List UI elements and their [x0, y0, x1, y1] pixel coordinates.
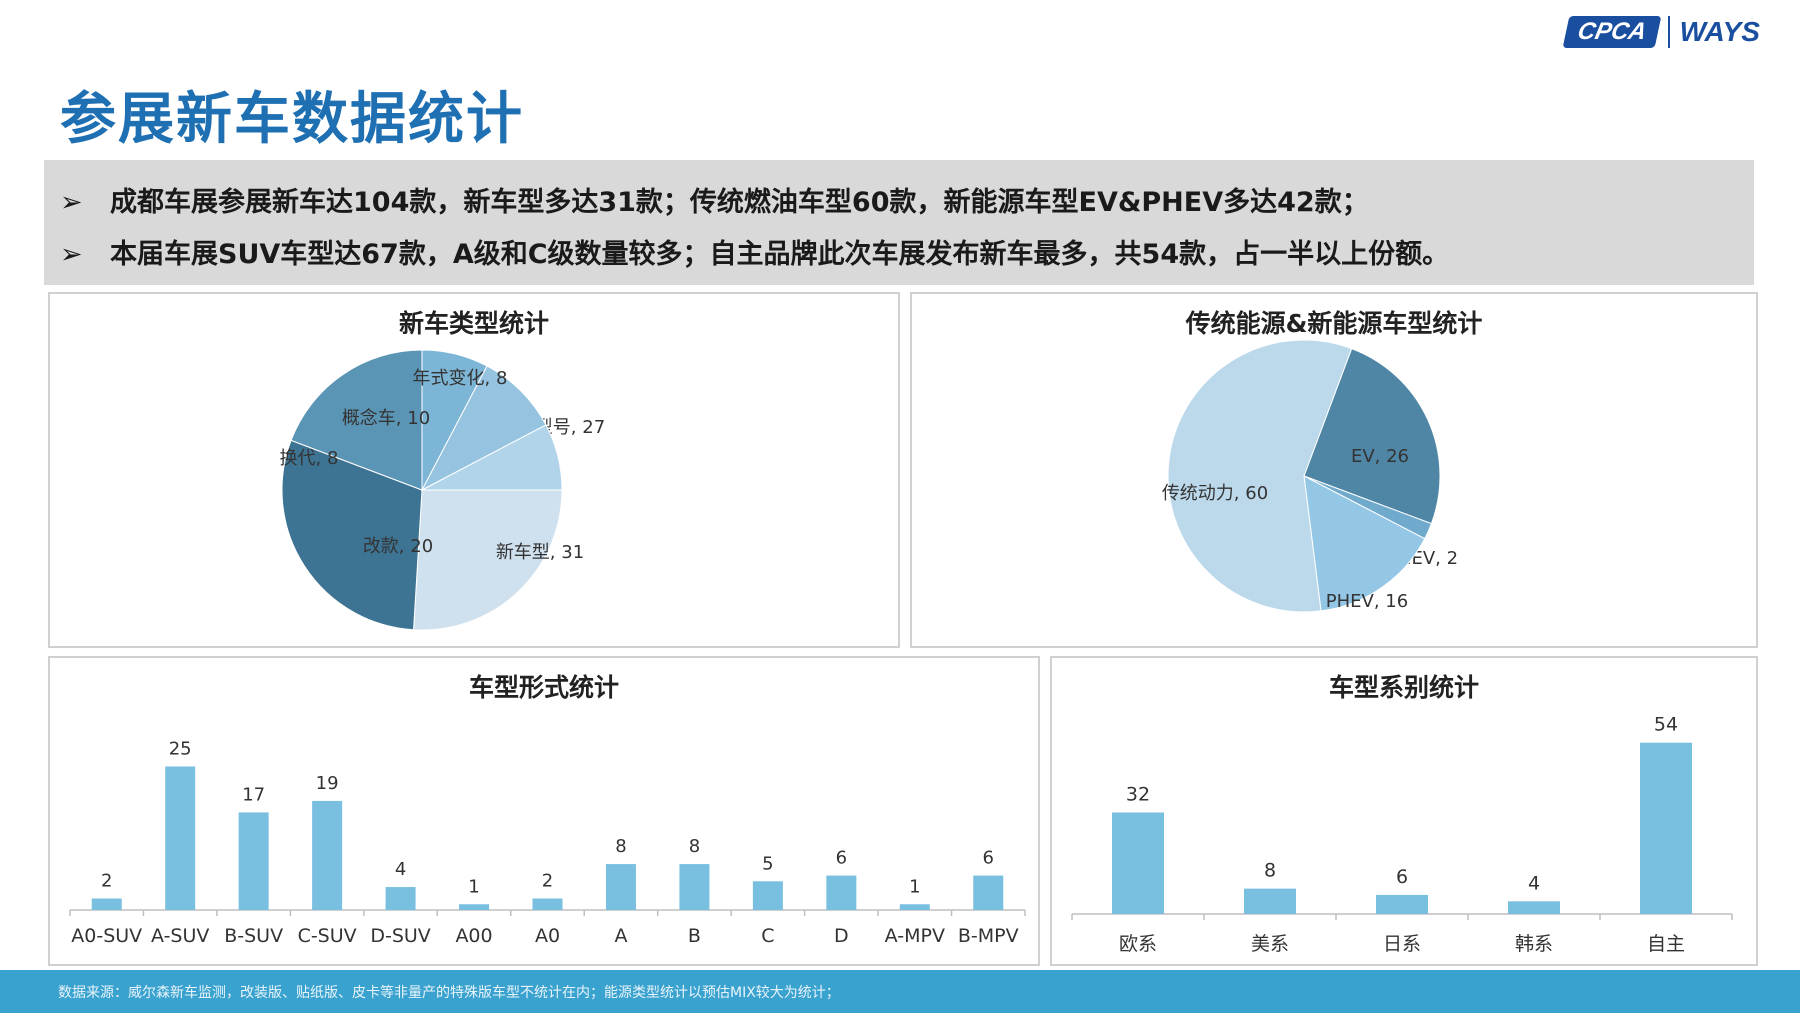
bar-value-label: 8: [615, 836, 626, 857]
bar-value-label: 25: [169, 738, 192, 759]
category-label: C-SUV: [298, 925, 357, 947]
bar: [752, 881, 783, 910]
bar: [605, 864, 636, 910]
category-label: A-MPV: [885, 925, 945, 947]
data-label: EV, 26: [1351, 446, 1409, 467]
bar-value-label: 54: [1654, 714, 1678, 736]
category-label: A0: [535, 925, 560, 947]
bar: [826, 875, 857, 910]
bar: [1244, 888, 1296, 914]
bar-value-label: 1: [909, 876, 920, 897]
pie-slice: [290, 349, 423, 491]
brand-origin-panel: 车型系别统计 32 欧系 8 美系 6 日系 4 韩系 54 自主: [1050, 656, 1758, 966]
category-label: A00: [455, 925, 492, 947]
category-label: A-SUV: [151, 925, 209, 947]
header-logo: CPCA WAYS: [1562, 12, 1760, 52]
brand-origin-bar-chart: 32 欧系 8 美系 6 日系 4 韩系 54 自主: [1071, 714, 1733, 955]
bar: [679, 864, 710, 910]
bar-value-label: 5: [762, 853, 773, 874]
footer-bar: 数据来源：威尔森新车监测，改装版、贴纸版、皮卡等非量产的特殊版车型不统计在内；能…: [0, 970, 1800, 1013]
summary-bullet-2: ➢ 本届车展SUV车型达67款，A级和C级数量较多；自主品牌此次车展发布新车最多，…: [60, 232, 1449, 271]
chart-title: 新车类型统计: [398, 309, 549, 338]
bullet-arrow-icon: ➢: [60, 187, 83, 218]
bar-value-label: 32: [1126, 783, 1150, 805]
category-label: C: [761, 925, 774, 947]
pie-slice: [421, 424, 563, 491]
data-label: 换代, 8: [280, 448, 339, 469]
body-style-panel: 车型形式统计 2 A0-SUV 25 A-SUV 17 B-SUV 19 C-SUV 4 D-SU…: [48, 656, 1040, 966]
pie-slice: [1167, 339, 1353, 613]
summary-text-2: 本届车展SUV车型达67款，A级和C级数量较多；自主品牌此次车展发布新车最多，共…: [110, 239, 1450, 270]
new-car-type-panel: 新车类型统计 新型号, 27 新车型, 31 改款, 20 换代, 8 概念车, 10 年…: [48, 292, 900, 648]
category-label: 韩系: [1515, 933, 1553, 955]
energy-type-panel: 传统能源&新能源车型统计 EV, 26 HEV, 2 PHEV, 16 传统动力, 6…: [910, 292, 1758, 648]
bar-value-label: 17: [242, 784, 265, 805]
summary-bullet-1: ➢ 成都车展参展新车达104款，新车型多达31款；传统燃油车型60款，新能源车型E…: [60, 180, 1369, 219]
pie-slice: [1303, 475, 1426, 612]
body-style-bar-chart: 2 A0-SUV 25 A-SUV 17 B-SUV 19 C-SUV 4 D-SUV 1 A00 2 A…: [69, 738, 1026, 947]
bar-value-label: 8: [689, 836, 700, 857]
bar-value-label: 2: [101, 871, 112, 892]
pie-slice: [413, 489, 563, 631]
category-label: 欧系: [1119, 933, 1157, 955]
footer-source-note: 数据来源：威尔森新车监测，改装版、贴纸版、皮卡等非量产的特殊版车型不统计在内；能…: [58, 985, 840, 1001]
category-label: 日系: [1383, 933, 1421, 955]
chart-title: 传统能源&新能源车型统计: [1185, 309, 1483, 338]
data-label: PHEV, 16: [1326, 591, 1408, 612]
bar-value-label: 4: [395, 859, 406, 880]
category-label: D-SUV: [370, 925, 430, 947]
data-label: 新车型, 31: [496, 542, 584, 563]
logo-divider: [1667, 16, 1670, 48]
chart-title: 车型形式统计: [468, 673, 619, 702]
bar: [459, 904, 490, 910]
category-label: B: [688, 925, 701, 947]
pie-slice: [420, 365, 547, 492]
data-label: 改款, 20: [363, 536, 433, 557]
summary-text-1: 成都车展参展新车达104款，新车型多达31款；传统燃油车型60款，新能源车型EV…: [110, 187, 1369, 218]
bar: [91, 898, 122, 910]
bar: [165, 766, 196, 910]
bar-value-label: 1: [468, 876, 479, 897]
cpca-logo: CPCA: [1562, 16, 1662, 48]
bar-value-label: 6: [1396, 866, 1408, 888]
bar: [312, 800, 343, 910]
pie-slice: [281, 439, 423, 631]
bar: [385, 887, 416, 910]
pie-slice: [1303, 347, 1441, 525]
bar: [1640, 742, 1692, 914]
category-label: B-MPV: [958, 925, 1019, 947]
data-label: 年式变化, 8: [413, 368, 508, 389]
bar: [532, 898, 563, 910]
bar-value-label: 6: [983, 848, 994, 869]
category-label: D: [834, 925, 849, 947]
category-label: 美系: [1251, 933, 1289, 955]
bar: [899, 904, 930, 910]
bar-value-label: 4: [1528, 872, 1540, 894]
chart-title: 车型系别统计: [1328, 673, 1479, 702]
bar-value-label: 2: [542, 871, 553, 892]
bar: [1508, 901, 1560, 914]
bar: [238, 812, 269, 910]
bullet-arrow-icon: ➢: [60, 239, 83, 270]
bar-value-label: 8: [1264, 860, 1276, 882]
page-title: 参展新车数据统计: [60, 87, 524, 152]
category-label: 自主: [1647, 933, 1685, 955]
bar-value-label: 19: [316, 773, 339, 794]
summary-box: ➢ 成都车展参展新车达104款，新车型多达31款；传统燃油车型60款，新能源车型E…: [44, 160, 1754, 285]
ways-logo: WAYS: [1679, 16, 1760, 47]
category-label: A: [614, 925, 627, 947]
category-label: B-SUV: [224, 925, 283, 947]
bar: [1376, 894, 1428, 914]
bar-value-label: 6: [836, 848, 847, 869]
bar: [973, 875, 1004, 910]
bar: [1112, 812, 1164, 914]
category-label: A0-SUV: [71, 925, 142, 947]
data-label: 传统动力, 60: [1162, 483, 1268, 504]
data-label: 概念车, 10: [342, 407, 430, 429]
